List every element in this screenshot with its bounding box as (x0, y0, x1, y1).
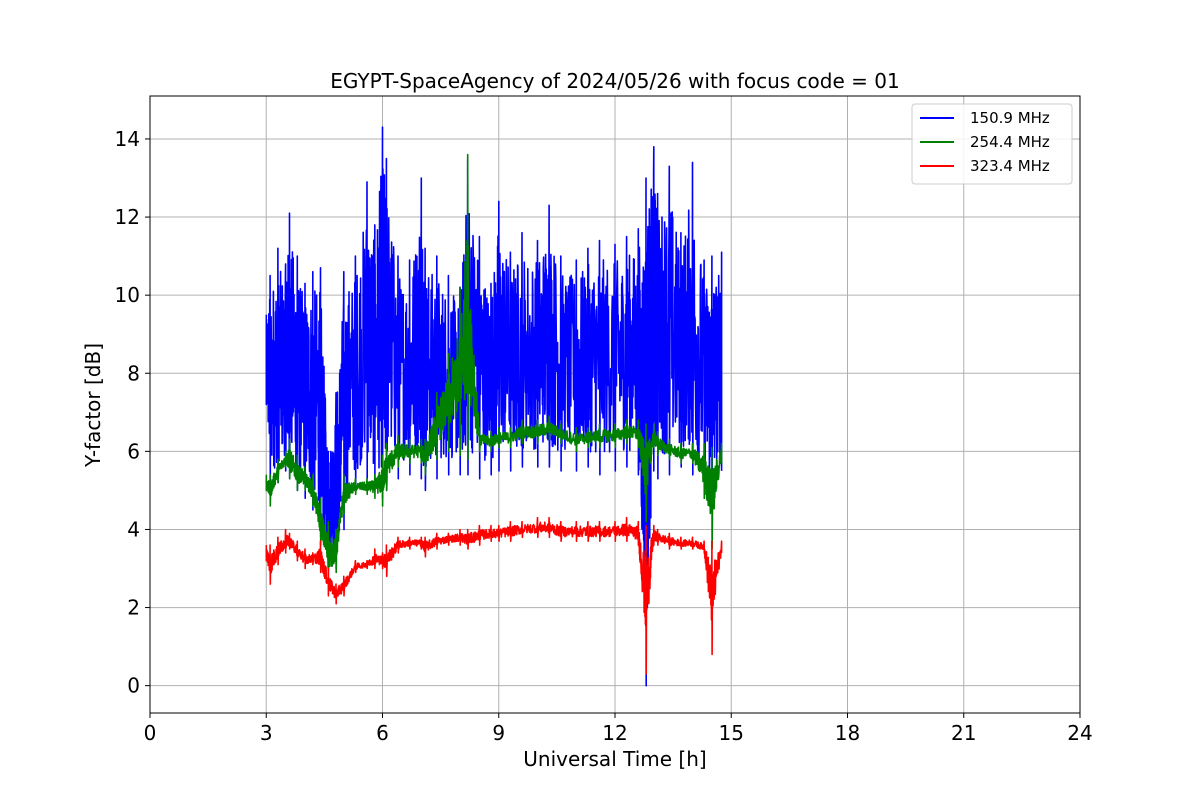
y-tick-label: 0 (127, 674, 140, 698)
legend-box (911, 103, 1073, 185)
plot-area (265, 126, 723, 687)
x-tick-label: 0 (144, 721, 157, 745)
x-axis-label: Universal Time [h] (523, 747, 706, 771)
y-tick-label: 10 (115, 283, 140, 307)
x-tick-label: 21 (951, 721, 976, 745)
y-tick-label: 2 (127, 596, 140, 620)
y-tick-label: 12 (115, 205, 140, 229)
y-tick-label: 8 (127, 361, 140, 385)
x-tick-label: 6 (376, 721, 389, 745)
y-axis-label: Y-factor [dB] (81, 343, 105, 468)
legend: 150.9 MHz 254.4 MHz 323.4 MHz (911, 103, 1073, 185)
x-tick-label: 24 (1067, 721, 1092, 745)
series-line-323-4-mhz (265, 516, 723, 675)
legend-label: 323.4 MHz (970, 157, 1050, 175)
y-tick-label: 14 (115, 127, 140, 151)
chart-title: EGYPT-SpaceAgency of 2024/05/26 with foc… (330, 69, 899, 93)
y-axis: 0 2 4 6 8 10 12 14 (115, 127, 150, 698)
legend-label: 254.4 MHz (970, 133, 1050, 151)
x-tick-label: 15 (719, 721, 744, 745)
series-line-254-4-mhz (265, 153, 723, 585)
x-tick-label: 12 (602, 721, 627, 745)
legend-label: 150.9 MHz (970, 109, 1050, 127)
x-tick-label: 9 (492, 721, 505, 745)
y-tick-label: 4 (127, 517, 140, 541)
x-tick-label: 18 (835, 721, 860, 745)
y-tick-label: 6 (127, 439, 140, 463)
x-axis: 0 3 6 9 12 15 18 21 24 (144, 713, 1093, 745)
x-tick-label: 3 (260, 721, 273, 745)
